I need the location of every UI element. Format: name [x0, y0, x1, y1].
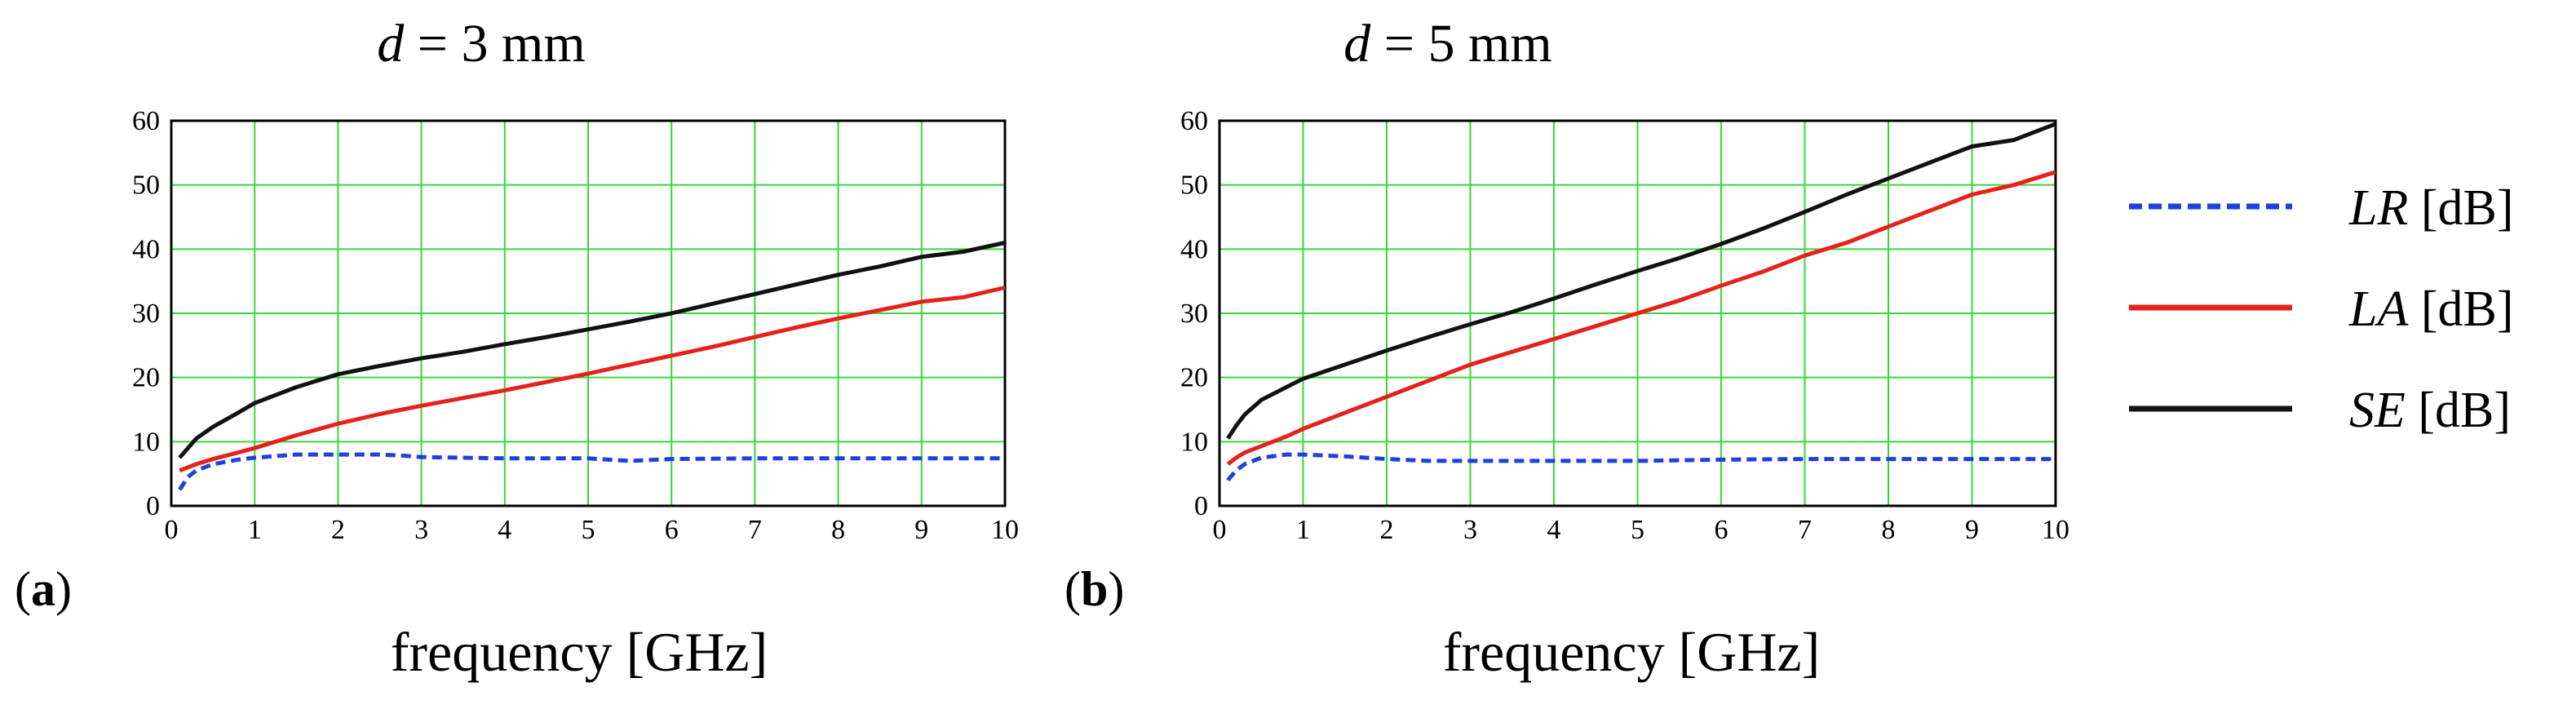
panel-label-close: )	[1108, 562, 1124, 616]
x-tick-label: 3	[1463, 515, 1477, 545]
y-tick-label: 50	[132, 171, 160, 201]
y-tick-label: 40	[1180, 234, 1208, 264]
y-tick-label: 30	[1180, 299, 1208, 329]
series-line-lr	[1226, 452, 2056, 482]
panel-label-close: )	[55, 562, 72, 616]
x-tick-label: 10	[991, 515, 1019, 545]
y-tick-label: 40	[132, 234, 160, 264]
y-tick-label: 0	[146, 491, 160, 521]
series-line-la	[1226, 170, 2056, 466]
x-tick-label: 4	[498, 515, 511, 545]
legend-label-la: LA [dB]	[2348, 281, 2514, 337]
y-tick-label: 20	[132, 363, 160, 393]
legend-var: LR	[2348, 180, 2408, 236]
x-axis-label: frequency [GHz]	[391, 621, 768, 683]
y-tick-label: 20	[1180, 363, 1208, 393]
legend-unit: [dB]	[2408, 281, 2513, 337]
x-tick-label: 3	[414, 515, 428, 545]
legend-label-lr: LR [dB]	[2348, 180, 2514, 236]
y-tick-label: 0	[1194, 491, 1208, 521]
plot-frame	[170, 119, 1007, 507]
plot-frame	[1218, 119, 2057, 507]
chart-title-rest: = 3 mm	[404, 14, 585, 73]
chart-title-var: d	[377, 14, 405, 73]
panel-label-letter: a	[31, 562, 55, 616]
x-tick-label: 9	[1965, 515, 1979, 545]
x-tick-label: 8	[831, 515, 845, 545]
x-tick-label: 1	[248, 515, 262, 545]
x-axis-label: frequency [GHz]	[1443, 621, 1821, 683]
x-tick-label: 2	[331, 515, 345, 545]
series-line-la	[179, 286, 1006, 473]
y-tick-label: 60	[132, 106, 160, 136]
series-line-se	[1226, 122, 2056, 440]
series-line-lr	[178, 452, 1005, 491]
x-tick-label: 5	[1631, 515, 1644, 545]
panel-label-open: (	[1064, 562, 1081, 616]
legend: LR [dB]LA [dB]SE [dB]	[2129, 180, 2514, 438]
x-tick-label: 7	[748, 515, 762, 545]
chart-title-rest: = 5 mm	[1370, 14, 1551, 73]
chart-panel-a: d = 3 mm 0 1 2 3 4 5 6 7 8 9 10 0 10 20 30 40 50 60 (a) freq…	[15, 14, 1019, 683]
chart-panel-b: d = 5 mm 0 1 2 3 4 5 6 7 8 9 10 0 10 20 30 40 50 60 (b) freq…	[1064, 14, 2069, 683]
y-tick-label: 10	[1180, 427, 1208, 457]
panel-label-letter: b	[1081, 562, 1108, 616]
x-tick-label: 5	[582, 515, 595, 545]
x-tick-label: 6	[1715, 515, 1728, 545]
x-tick-label: 9	[914, 515, 928, 545]
x-tick-label: 2	[1380, 515, 1394, 545]
y-tick-label: 10	[132, 427, 160, 457]
panel-label: (b)	[1064, 562, 1124, 616]
legend-var: SE	[2349, 383, 2406, 438]
x-tick-label: 8	[1882, 515, 1896, 545]
y-tick-label: 50	[1180, 171, 1208, 201]
panel-label-open: (	[15, 562, 31, 616]
x-tick-label: 0	[165, 515, 179, 545]
y-tick-label: 30	[132, 299, 160, 329]
chart-title: d = 3 mm	[377, 14, 585, 73]
panel-label: (a)	[15, 562, 72, 616]
legend-var: LA	[2348, 281, 2409, 337]
x-tick-label: 1	[1296, 515, 1310, 545]
x-tick-label: 6	[665, 515, 679, 545]
series-line-se	[178, 241, 1006, 459]
x-tick-label: 7	[1798, 515, 1812, 545]
chart-title: d = 5 mm	[1343, 14, 1551, 73]
legend-unit: [dB]	[2406, 383, 2511, 438]
x-tick-label: 10	[2042, 515, 2069, 545]
legend-label-se: SE [dB]	[2349, 383, 2511, 438]
x-tick-label: 4	[1547, 515, 1561, 545]
y-tick-label: 60	[1180, 106, 1208, 136]
x-tick-label: 0	[1213, 515, 1227, 545]
chart-title-var: d	[1343, 14, 1371, 73]
legend-unit: [dB]	[2408, 180, 2513, 236]
